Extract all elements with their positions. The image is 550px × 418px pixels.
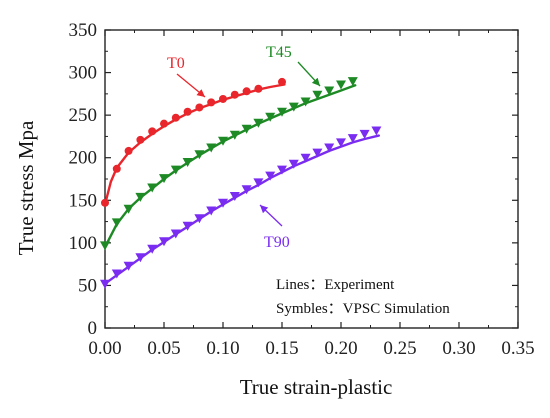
data-point-t90 — [218, 198, 228, 208]
data-point-t0 — [160, 119, 168, 128]
data-point-t90 — [336, 138, 346, 148]
data-point-t45 — [265, 112, 276, 122]
data-point-t45 — [182, 158, 193, 167]
data-point-t45 — [288, 102, 299, 112]
x-axis-title: True strain-plastic — [240, 375, 393, 399]
data-point-t0 — [183, 107, 192, 116]
y-tick-label: 0 — [88, 318, 98, 339]
data-point-t0 — [112, 164, 121, 173]
data-point-t0 — [230, 90, 239, 99]
data-point-t90 — [170, 229, 181, 239]
data-point-t90 — [359, 129, 370, 139]
data-point-t90 — [159, 237, 169, 247]
data-point-t90 — [277, 165, 287, 175]
series-label-t0: T0 — [167, 55, 185, 72]
data-point-t0 — [242, 87, 251, 96]
data-point-t0 — [278, 77, 286, 86]
data-point-t45 — [218, 136, 228, 146]
data-point-t0 — [219, 94, 227, 103]
data-point-t90 — [371, 126, 382, 136]
data-point-t45 — [253, 118, 264, 128]
data-point-t90 — [288, 159, 299, 169]
data-point-t45 — [170, 165, 181, 175]
series-t90 — [100, 126, 382, 289]
y-tick-label: 250 — [69, 105, 98, 126]
data-point-t45 — [312, 90, 323, 100]
data-point-t0 — [171, 113, 180, 122]
data-point-t45 — [123, 204, 134, 214]
data-point-t0 — [195, 103, 204, 112]
data-point-t90 — [324, 143, 335, 153]
data-point-t90 — [253, 178, 264, 188]
data-point-t90 — [241, 185, 252, 195]
series-arrow-t90 — [259, 204, 283, 227]
data-point-t90 — [265, 171, 276, 181]
data-point-t90 — [206, 206, 217, 216]
series-arrow-t0 — [176, 73, 206, 98]
data-point-t45 — [347, 77, 358, 87]
y-tick-label: 100 — [69, 233, 98, 254]
x-tick-label: 0.30 — [442, 338, 475, 359]
legend-note-lines: Lines：Experiment — [276, 277, 395, 293]
data-point-t90 — [229, 192, 240, 201]
y-tick-label: 200 — [69, 148, 98, 169]
series-t45 — [100, 77, 358, 251]
data-point-t0 — [207, 98, 216, 107]
data-point-t45 — [135, 192, 146, 202]
data-point-t90 — [194, 214, 205, 224]
data-point-t0 — [148, 127, 157, 136]
x-tick-label: 0.05 — [147, 338, 180, 359]
series-arrow-t45 — [297, 61, 321, 87]
legend-note-symbols: Symbles：VPSC Simulation — [276, 301, 450, 317]
data-point-t45 — [241, 124, 252, 134]
data-point-t45 — [229, 130, 240, 140]
series-t0 — [101, 77, 286, 207]
data-point-t0 — [136, 135, 145, 144]
y-tick-label: 150 — [69, 190, 98, 211]
series-label-t90: T90 — [264, 234, 290, 251]
data-point-t45 — [206, 143, 217, 153]
y-tick-label: 300 — [69, 63, 98, 84]
x-tick-label: 0.00 — [88, 338, 121, 359]
data-point-t0 — [254, 84, 263, 93]
axes: 0.00 0.05 0.10 0.15 0.20 0.25 0.30 0.35 0 50 100 15… — [69, 20, 535, 359]
data-point-t90 — [347, 134, 358, 144]
series-label-t45: T45 — [266, 44, 292, 61]
data-point-t45 — [159, 174, 169, 184]
x-tick-label: 0.20 — [324, 338, 357, 359]
data-point-t90 — [100, 279, 110, 289]
x-tick-label: 0.15 — [265, 338, 298, 359]
x-tick-label: 0.35 — [501, 338, 534, 359]
data-point-t90 — [300, 153, 311, 163]
series-layer — [100, 77, 382, 289]
data-point-t90 — [135, 253, 146, 263]
data-point-t90 — [123, 261, 134, 271]
series-line-t45 — [103, 84, 357, 249]
data-point-t90 — [182, 221, 193, 231]
data-point-t45 — [300, 97, 311, 107]
data-point-t45 — [324, 86, 335, 96]
data-point-t0 — [124, 146, 133, 155]
data-point-t45 — [336, 80, 346, 90]
y-tick-label: 350 — [69, 20, 98, 41]
data-point-t45 — [194, 150, 205, 160]
data-point-t90 — [312, 148, 323, 158]
y-tick-label: 50 — [78, 275, 97, 296]
series-annotations: T0 T45 T90 — [167, 44, 321, 251]
data-point-t90 — [147, 244, 158, 254]
data-point-t90 — [111, 269, 122, 279]
x-tick-label: 0.10 — [206, 338, 239, 359]
y-axis-title: True stress Mpa — [14, 120, 38, 255]
data-point-t45 — [111, 218, 122, 228]
data-point-t45 — [147, 183, 158, 193]
x-tick-label: 0.25 — [383, 338, 416, 359]
series-line-t90 — [103, 134, 380, 285]
data-point-t45 — [100, 241, 110, 251]
data-point-t0 — [101, 198, 109, 207]
data-point-t45 — [277, 107, 287, 117]
